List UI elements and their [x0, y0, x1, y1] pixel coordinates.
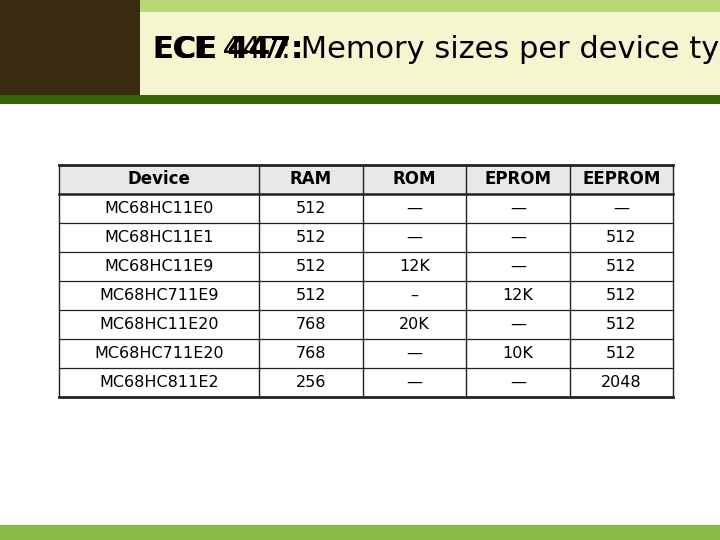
- Text: 768: 768: [296, 346, 326, 361]
- Text: 256: 256: [296, 375, 326, 390]
- FancyBboxPatch shape: [59, 194, 673, 222]
- FancyBboxPatch shape: [59, 339, 673, 368]
- FancyBboxPatch shape: [59, 252, 673, 281]
- Text: MC68HC711E20: MC68HC711E20: [94, 346, 224, 361]
- Text: ECE 447: Memory sizes per device type: ECE 447: Memory sizes per device type: [153, 35, 720, 64]
- Text: —: —: [613, 201, 629, 216]
- FancyBboxPatch shape: [0, 0, 140, 94]
- FancyBboxPatch shape: [0, 0, 720, 12]
- Text: ROM: ROM: [393, 170, 436, 188]
- Text: ECE 447: Memory sizes per device type: ECE 447: Memory sizes per device type: [153, 35, 720, 64]
- Text: —: —: [510, 259, 526, 274]
- Text: MC68HC11E0: MC68HC11E0: [104, 201, 214, 216]
- Text: 768: 768: [296, 317, 326, 332]
- Text: Device: Device: [127, 170, 191, 188]
- Text: MC68HC11E20: MC68HC11E20: [99, 317, 219, 332]
- Text: ECE 447:: ECE 447:: [153, 35, 304, 64]
- Text: 10K: 10K: [503, 346, 534, 361]
- Text: 512: 512: [296, 201, 326, 216]
- Text: —: —: [510, 201, 526, 216]
- Text: —: —: [510, 375, 526, 390]
- Text: 512: 512: [606, 317, 636, 332]
- Text: MC68HC711E9: MC68HC711E9: [99, 288, 219, 303]
- Text: —: —: [510, 230, 526, 245]
- Text: 512: 512: [606, 346, 636, 361]
- Text: 12K: 12K: [399, 259, 430, 274]
- Text: 20K: 20K: [399, 317, 430, 332]
- Text: EEPROM: EEPROM: [582, 170, 661, 188]
- Text: –: –: [410, 288, 418, 303]
- FancyBboxPatch shape: [59, 223, 673, 252]
- Text: ECE 447:: ECE 447:: [153, 35, 304, 64]
- Text: 512: 512: [296, 230, 326, 245]
- Text: EPROM: EPROM: [485, 170, 552, 188]
- Text: MC68HC11E9: MC68HC11E9: [104, 259, 214, 274]
- Text: RAM: RAM: [290, 170, 332, 188]
- Text: MC68HC11E1: MC68HC11E1: [104, 230, 214, 245]
- Text: —: —: [407, 346, 423, 361]
- Text: —: —: [407, 375, 423, 390]
- Text: —: —: [407, 230, 423, 245]
- FancyBboxPatch shape: [59, 310, 673, 339]
- Text: 512: 512: [606, 288, 636, 303]
- Text: 512: 512: [296, 259, 326, 274]
- FancyBboxPatch shape: [59, 368, 673, 397]
- Text: 12K: 12K: [503, 288, 534, 303]
- FancyBboxPatch shape: [0, 0, 720, 94]
- Text: 512: 512: [606, 259, 636, 274]
- Text: MC68HC811E2: MC68HC811E2: [99, 375, 219, 390]
- Text: —: —: [407, 201, 423, 216]
- Text: 512: 512: [296, 288, 326, 303]
- Text: 2048: 2048: [601, 375, 642, 390]
- FancyBboxPatch shape: [59, 281, 673, 310]
- FancyBboxPatch shape: [59, 165, 673, 194]
- Text: —: —: [510, 317, 526, 332]
- FancyBboxPatch shape: [0, 94, 720, 104]
- Text: 512: 512: [606, 230, 636, 245]
- FancyBboxPatch shape: [0, 525, 720, 540]
